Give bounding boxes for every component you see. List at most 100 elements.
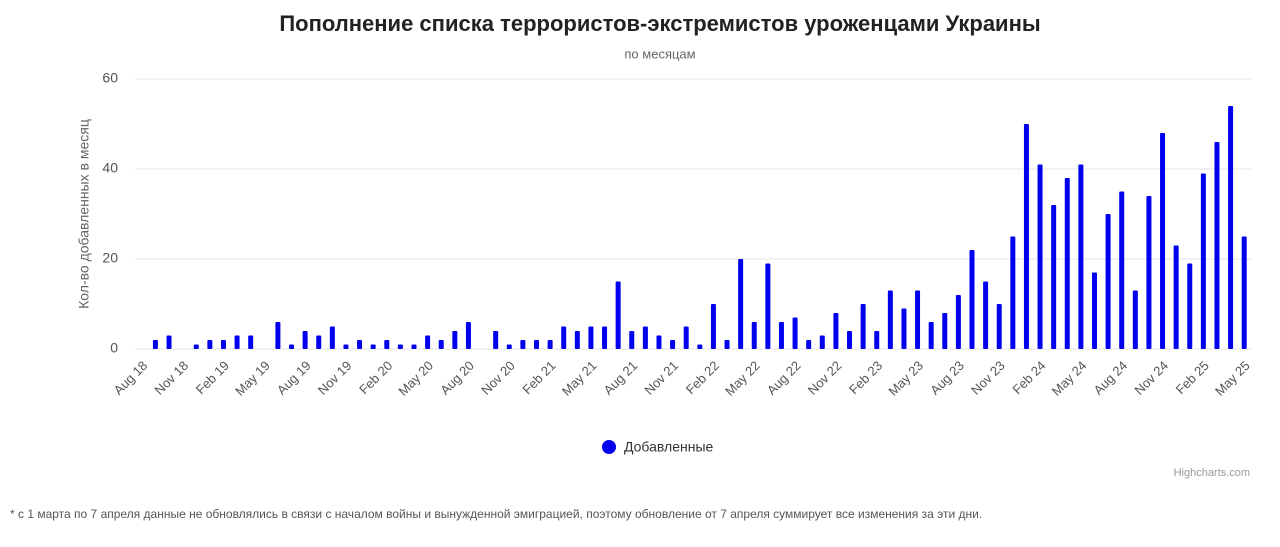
bar <box>588 326 594 349</box>
bar <box>887 290 893 349</box>
x-tick-label: Aug 18 <box>111 358 151 398</box>
y-tick-label: 0 <box>110 340 118 356</box>
bar <box>955 295 961 349</box>
bar <box>234 335 240 349</box>
bar <box>642 326 648 349</box>
bar <box>533 340 539 349</box>
bar <box>248 335 254 349</box>
x-tick-label: Feb 21 <box>519 358 558 397</box>
x-tick-label: Nov 24 <box>1131 358 1171 398</box>
y-tick-label: 60 <box>102 70 118 86</box>
bar <box>289 344 295 349</box>
bar <box>1105 214 1111 349</box>
bar <box>860 304 866 349</box>
bar <box>996 304 1002 349</box>
bar <box>207 340 213 349</box>
bar <box>1214 142 1220 349</box>
bar <box>683 326 689 349</box>
footnote: * с 1 марта по 7 апреля данные не обновл… <box>10 507 982 521</box>
bar <box>425 335 431 349</box>
bar <box>901 308 907 349</box>
x-tick-label: Feb 24 <box>1009 358 1048 397</box>
chart-subtitle: по месяцам <box>624 46 695 61</box>
bar <box>1187 263 1193 349</box>
bar <box>1064 178 1070 349</box>
bar <box>765 263 771 349</box>
bar <box>1132 290 1138 349</box>
bar <box>397 344 403 349</box>
bar <box>1091 272 1097 349</box>
x-tick-label: Feb 23 <box>846 358 885 397</box>
bar <box>656 335 662 349</box>
bar <box>561 326 567 349</box>
x-tick-label: Aug 21 <box>601 358 641 398</box>
bar <box>152 340 158 349</box>
bar <box>983 281 989 349</box>
bar <box>1051 205 1057 349</box>
bar <box>1037 164 1043 349</box>
bar <box>493 331 499 349</box>
bar <box>411 344 417 349</box>
bar <box>874 331 880 349</box>
bar <box>615 281 621 349</box>
x-tick-label: May 20 <box>395 358 436 399</box>
bar <box>329 326 335 349</box>
bar <box>547 340 553 349</box>
x-tick-label: Aug 22 <box>764 358 804 398</box>
bar <box>792 317 798 349</box>
bar <box>452 331 458 349</box>
bar <box>506 344 512 349</box>
bar <box>710 304 716 349</box>
bar <box>574 331 580 349</box>
bar <box>316 335 322 349</box>
bar <box>1146 196 1152 349</box>
bar <box>1173 245 1179 349</box>
bar <box>357 340 363 349</box>
bar <box>833 313 839 349</box>
bar <box>847 331 853 349</box>
bar <box>465 322 471 349</box>
x-tick-label: Nov 21 <box>641 358 681 398</box>
x-tick-label: Nov 22 <box>805 358 845 398</box>
bar <box>220 340 226 349</box>
bar <box>751 322 757 349</box>
bar <box>1010 236 1016 349</box>
x-tick-label: May 23 <box>885 358 926 399</box>
x-tick-label: May 25 <box>1212 358 1253 399</box>
x-tick-label: Nov 20 <box>478 358 518 398</box>
bar <box>697 344 703 349</box>
x-tick-label: Feb 20 <box>356 358 395 397</box>
x-tick-label: Nov 18 <box>151 358 191 398</box>
x-tick-label: Nov 23 <box>968 358 1008 398</box>
bar <box>343 344 349 349</box>
bar <box>915 290 921 349</box>
bar <box>438 340 444 349</box>
x-tick-label: Aug 19 <box>274 358 314 398</box>
bar <box>193 344 199 349</box>
bar <box>384 340 390 349</box>
x-tick-label: May 19 <box>232 358 273 399</box>
x-tick-label: Nov 19 <box>315 358 355 398</box>
bar <box>1119 191 1125 349</box>
x-tick-label: Aug 20 <box>437 358 477 398</box>
bar <box>1241 236 1247 349</box>
x-tick-label: Aug 24 <box>1091 358 1131 398</box>
x-tick-label: May 21 <box>559 358 600 399</box>
x-tick-label: May 24 <box>1049 358 1090 399</box>
bar <box>370 344 376 349</box>
bar <box>602 326 608 349</box>
bar <box>806 340 812 349</box>
x-tick-label: Feb 25 <box>1173 358 1212 397</box>
bar <box>928 322 934 349</box>
x-tick-label: Feb 22 <box>683 358 722 397</box>
x-tick-label: Aug 23 <box>927 358 967 398</box>
credits: Highcharts.com <box>1174 467 1250 479</box>
bar <box>1023 124 1029 349</box>
bar <box>738 259 744 349</box>
y-tick-label: 40 <box>102 160 118 176</box>
bar <box>275 322 281 349</box>
y-tick-label: 20 <box>102 250 118 266</box>
bar <box>724 340 730 349</box>
